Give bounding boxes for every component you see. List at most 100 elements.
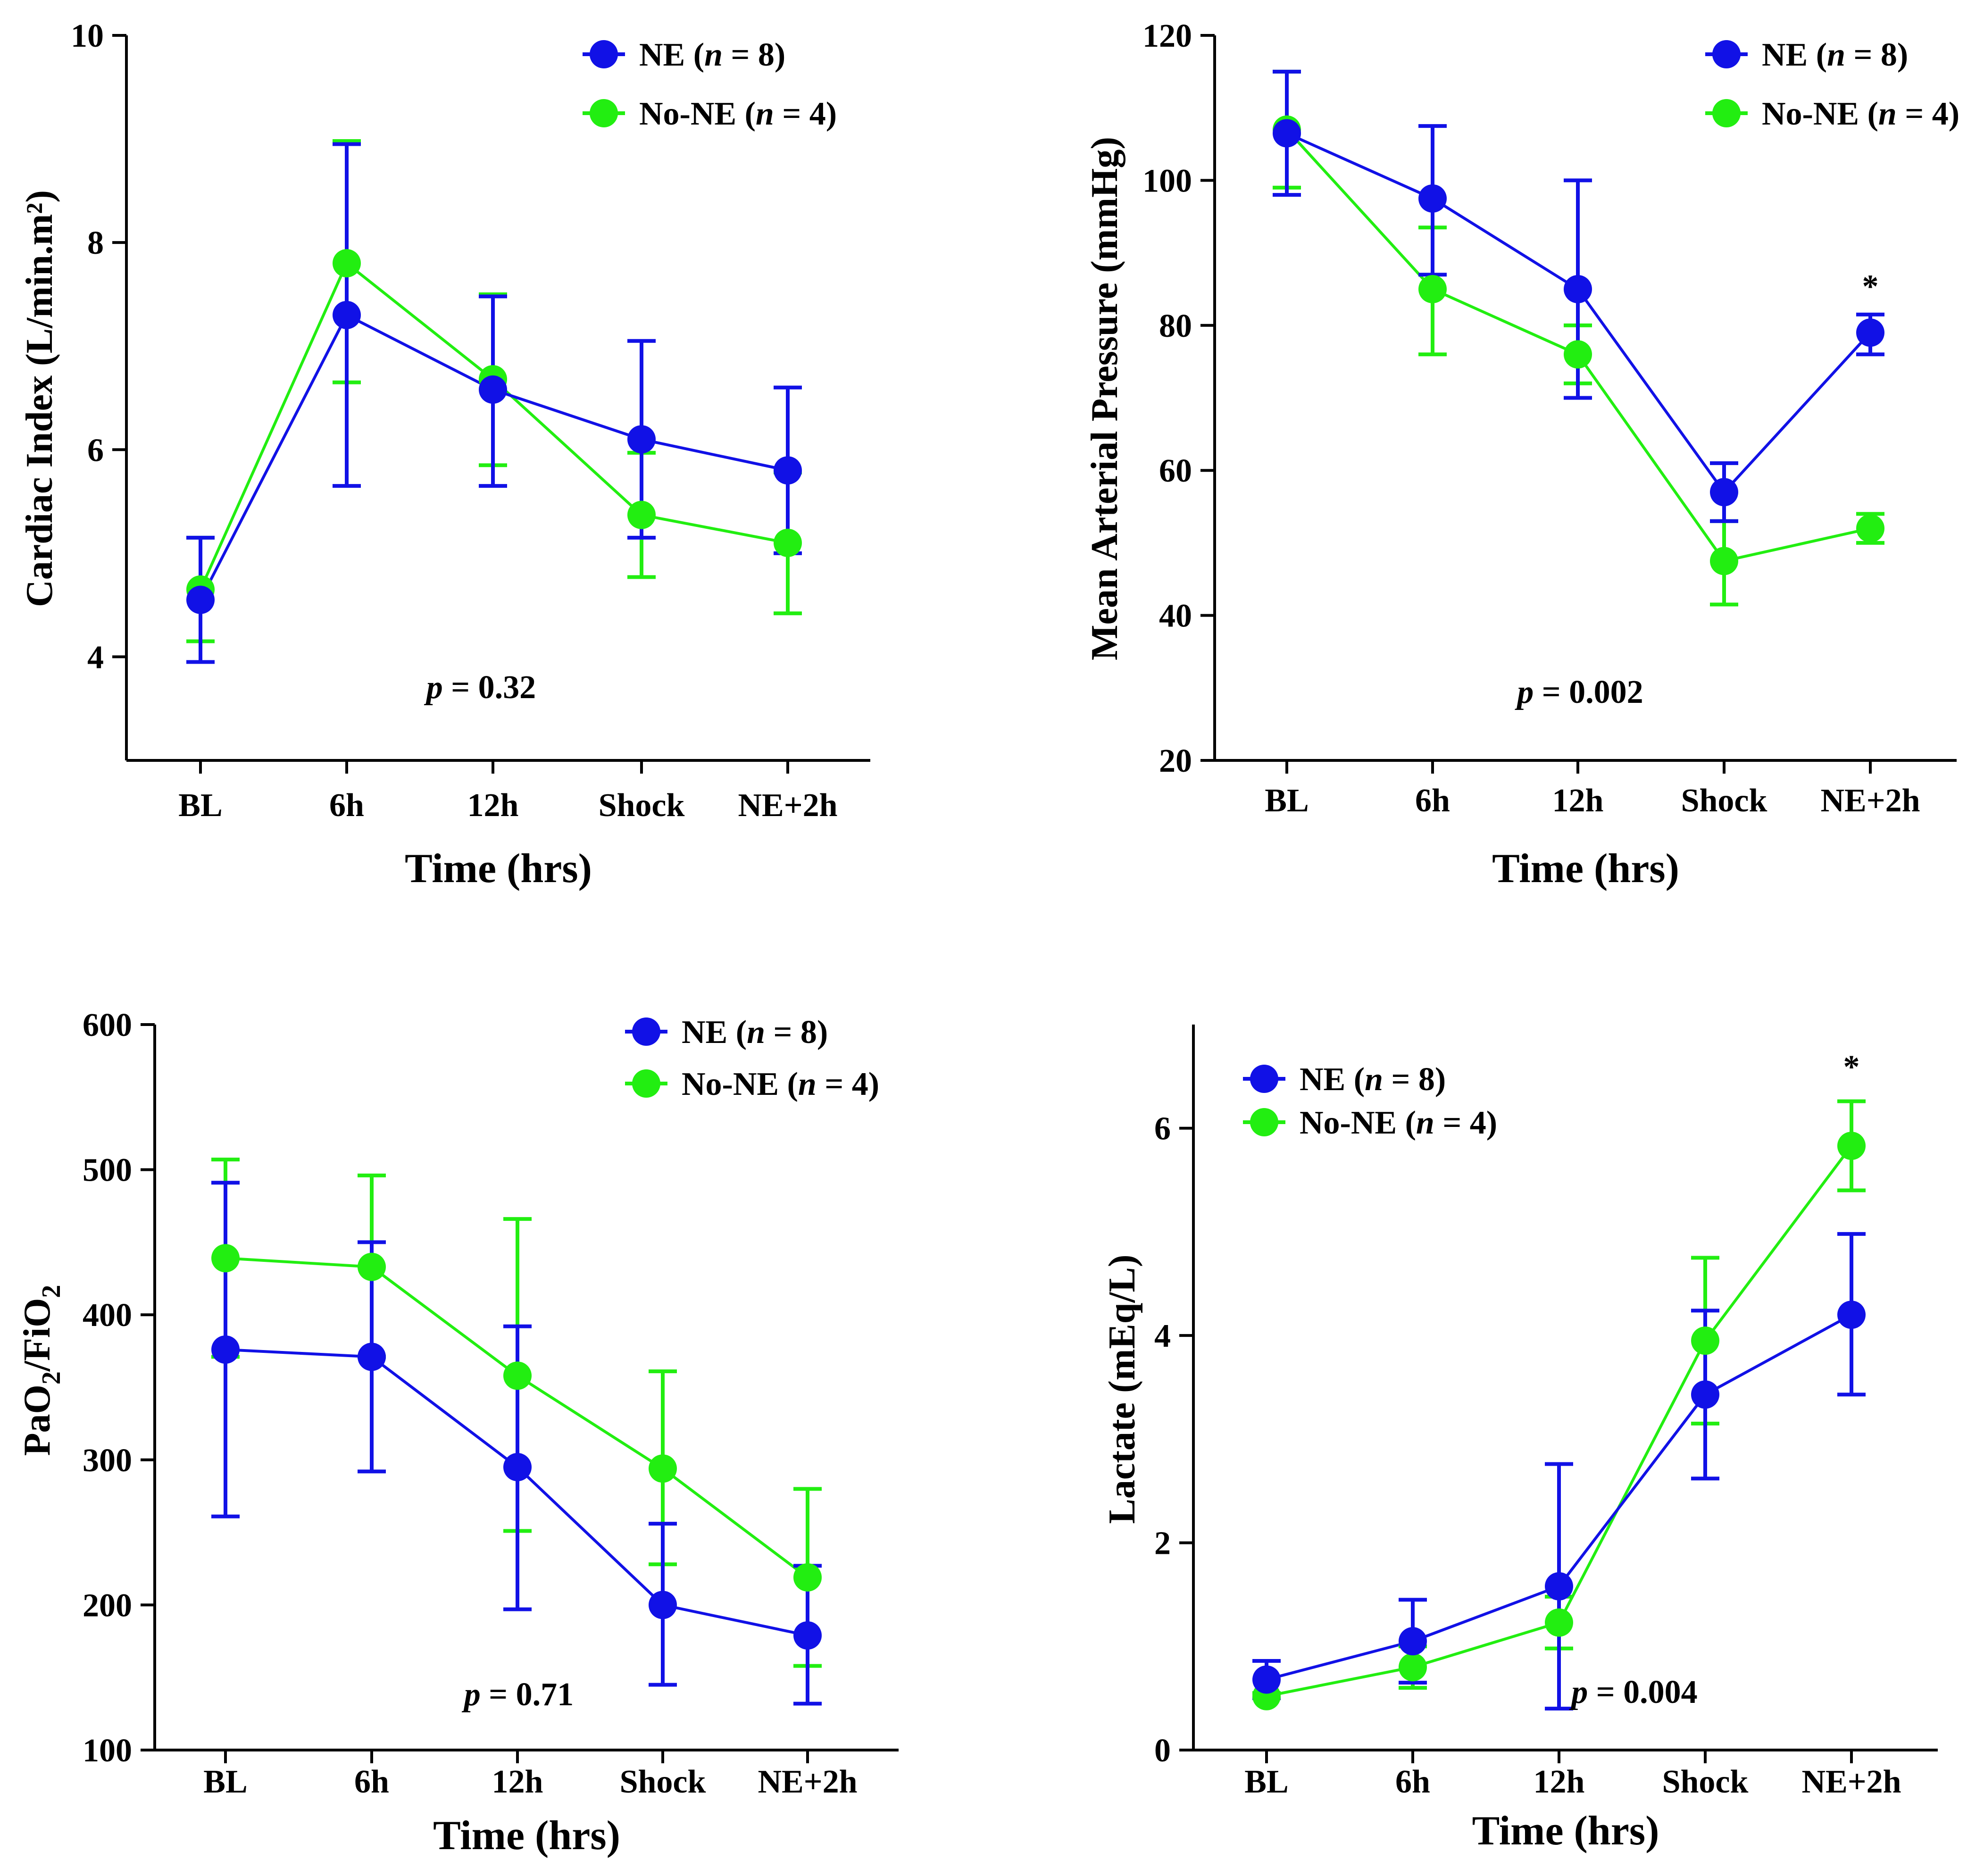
data-point-no-ne: [1856, 514, 1884, 543]
legend-prefix: No-NE (: [682, 1066, 798, 1102]
p-value-text: = 0.004: [1588, 1674, 1697, 1710]
data-point-no-ne: [1837, 1132, 1866, 1160]
legend-suffix: = 8): [765, 1014, 828, 1051]
legend-prefix: No-NE (: [639, 96, 756, 132]
data-point-ne: [1856, 318, 1884, 347]
data-point-no-ne: [774, 528, 802, 557]
x-tick-label: 12h: [467, 787, 519, 824]
data-point-ne: [503, 1453, 532, 1482]
data-point-ne: [1691, 1380, 1719, 1409]
legend-label-ne: NE (n = 8): [682, 1014, 828, 1051]
x-tick-label: BL: [178, 787, 222, 824]
x-axis-label: Time (hrs): [433, 1813, 620, 1859]
y-tick-label: 4: [1154, 1318, 1171, 1354]
x-tick-label: NE+2h: [1820, 783, 1920, 819]
x-tick-label: Shock: [1681, 783, 1767, 819]
x-tick-label: 6h: [354, 1764, 389, 1800]
legend-prefix: No-NE (: [1762, 96, 1878, 132]
y-tick-label: 100: [1142, 163, 1192, 199]
legend-marker-ne: [590, 40, 618, 68]
data-point-ne: [1710, 478, 1738, 507]
data-point-no-ne: [793, 1563, 822, 1592]
legend-marker-no-ne: [1250, 1108, 1278, 1136]
legend-n: n: [798, 1066, 817, 1102]
y-axis-label: Cardiac Index (L/min.m²): [19, 190, 60, 607]
legend-n: n: [1827, 37, 1845, 73]
legend-prefix: NE (: [1300, 1061, 1365, 1098]
x-tick-label: Shock: [1662, 1764, 1749, 1800]
y-tick-label: 100: [83, 1733, 132, 1769]
x-tick-label: 12h: [492, 1764, 543, 1800]
data-point-no-ne: [649, 1454, 677, 1483]
legend-n: n: [747, 1014, 765, 1051]
data-point-no-ne: [333, 249, 361, 278]
x-tick-label: NE+2h: [738, 787, 837, 824]
data-point-no-ne: [211, 1244, 240, 1273]
x-tick-label: BL: [1244, 1764, 1288, 1800]
data-point-no-ne: [1545, 1608, 1573, 1637]
p-value: p = 0.71: [462, 1676, 574, 1713]
x-tick-label: NE+2h: [758, 1764, 857, 1800]
legend-marker-no-ne: [1712, 99, 1741, 127]
x-tick-label: Shock: [599, 787, 685, 824]
legend-n: n: [756, 96, 774, 132]
legend-suffix: = 8): [723, 37, 785, 73]
y-tick-label: 6: [87, 432, 104, 468]
legend-label-no-ne: No-NE (n = 4): [682, 1066, 879, 1102]
y-tick-label: 20: [1159, 743, 1192, 779]
p-value-text: = 0.32: [443, 669, 536, 706]
legend-n: n: [1416, 1105, 1434, 1141]
significance-star: *: [1843, 1049, 1860, 1085]
panel-cardiac-index: Cardiac Index (L/min.m²) 4 6 8 10 BL 6h 12h Sho…: [19, 18, 870, 892]
panel-mean-arterial-pressure: Mean Arterial Pressure (mmHg) 20 40 60 80 10…: [1084, 18, 1959, 892]
data-point-no-ne: [503, 1361, 532, 1390]
legend-marker-ne: [1250, 1065, 1278, 1093]
legend-prefix: NE (: [682, 1014, 747, 1051]
legend-suffix: = 4): [774, 96, 837, 132]
data-point-ne: [186, 585, 215, 614]
y-axis-label: Mean Arterial Pressure (mmHg): [1084, 137, 1125, 660]
x-tick-label: Shock: [620, 1764, 706, 1800]
legend-prefix: NE (: [639, 37, 704, 73]
legend-label-no-ne: No-NE (n = 4): [1300, 1105, 1497, 1141]
legend-n: n: [1365, 1061, 1383, 1098]
p-symbol: p: [424, 669, 443, 706]
p-value: p = 0.002: [1515, 674, 1643, 710]
data-point-no-ne: [1418, 275, 1447, 303]
legend-marker-ne: [632, 1017, 660, 1046]
data-point-ne: [774, 456, 802, 485]
data-point-ne: [649, 1591, 677, 1619]
legend-suffix: = 4): [1434, 1105, 1497, 1141]
y-tick-label: 300: [83, 1442, 132, 1479]
data-point-no-ne: [1691, 1326, 1719, 1355]
p-symbol: p: [1569, 1674, 1588, 1710]
x-tick-label: 6h: [329, 787, 364, 824]
legend-suffix: = 8): [1383, 1061, 1446, 1098]
x-tick-label: 6h: [1395, 1764, 1430, 1800]
data-point-ne: [1837, 1301, 1866, 1329]
legend-prefix: No-NE (: [1300, 1105, 1416, 1141]
data-point-ne: [1252, 1665, 1281, 1694]
data-point-ne: [333, 300, 361, 329]
legend-marker-no-ne: [590, 99, 618, 127]
x-axis-label: Time (hrs): [1472, 1808, 1659, 1854]
data-point-ne: [1273, 119, 1301, 148]
x-tick-label: BL: [1265, 783, 1309, 819]
y-tick-label: 2: [1154, 1526, 1171, 1562]
y-tick-label: 0: [1154, 1733, 1171, 1769]
x-tick-label: 6h: [1415, 783, 1450, 819]
y-tick-label: 4: [87, 639, 104, 675]
data-point-no-ne: [358, 1252, 386, 1281]
legend-label-ne: NE (n = 8): [1762, 37, 1908, 73]
data-point-ne: [1545, 1572, 1573, 1601]
legend-suffix: = 4): [817, 1066, 879, 1102]
p-value-text: = 0.71: [481, 1676, 574, 1713]
y-tick-label: 200: [83, 1587, 132, 1624]
y-tick-label: 400: [83, 1297, 132, 1334]
y-tick-label: 500: [83, 1152, 132, 1189]
data-point-no-ne: [627, 500, 656, 529]
x-axis-label: Time (hrs): [405, 846, 592, 892]
y-tick-label: 60: [1159, 453, 1192, 489]
y-tick-label: 6: [1154, 1111, 1171, 1147]
